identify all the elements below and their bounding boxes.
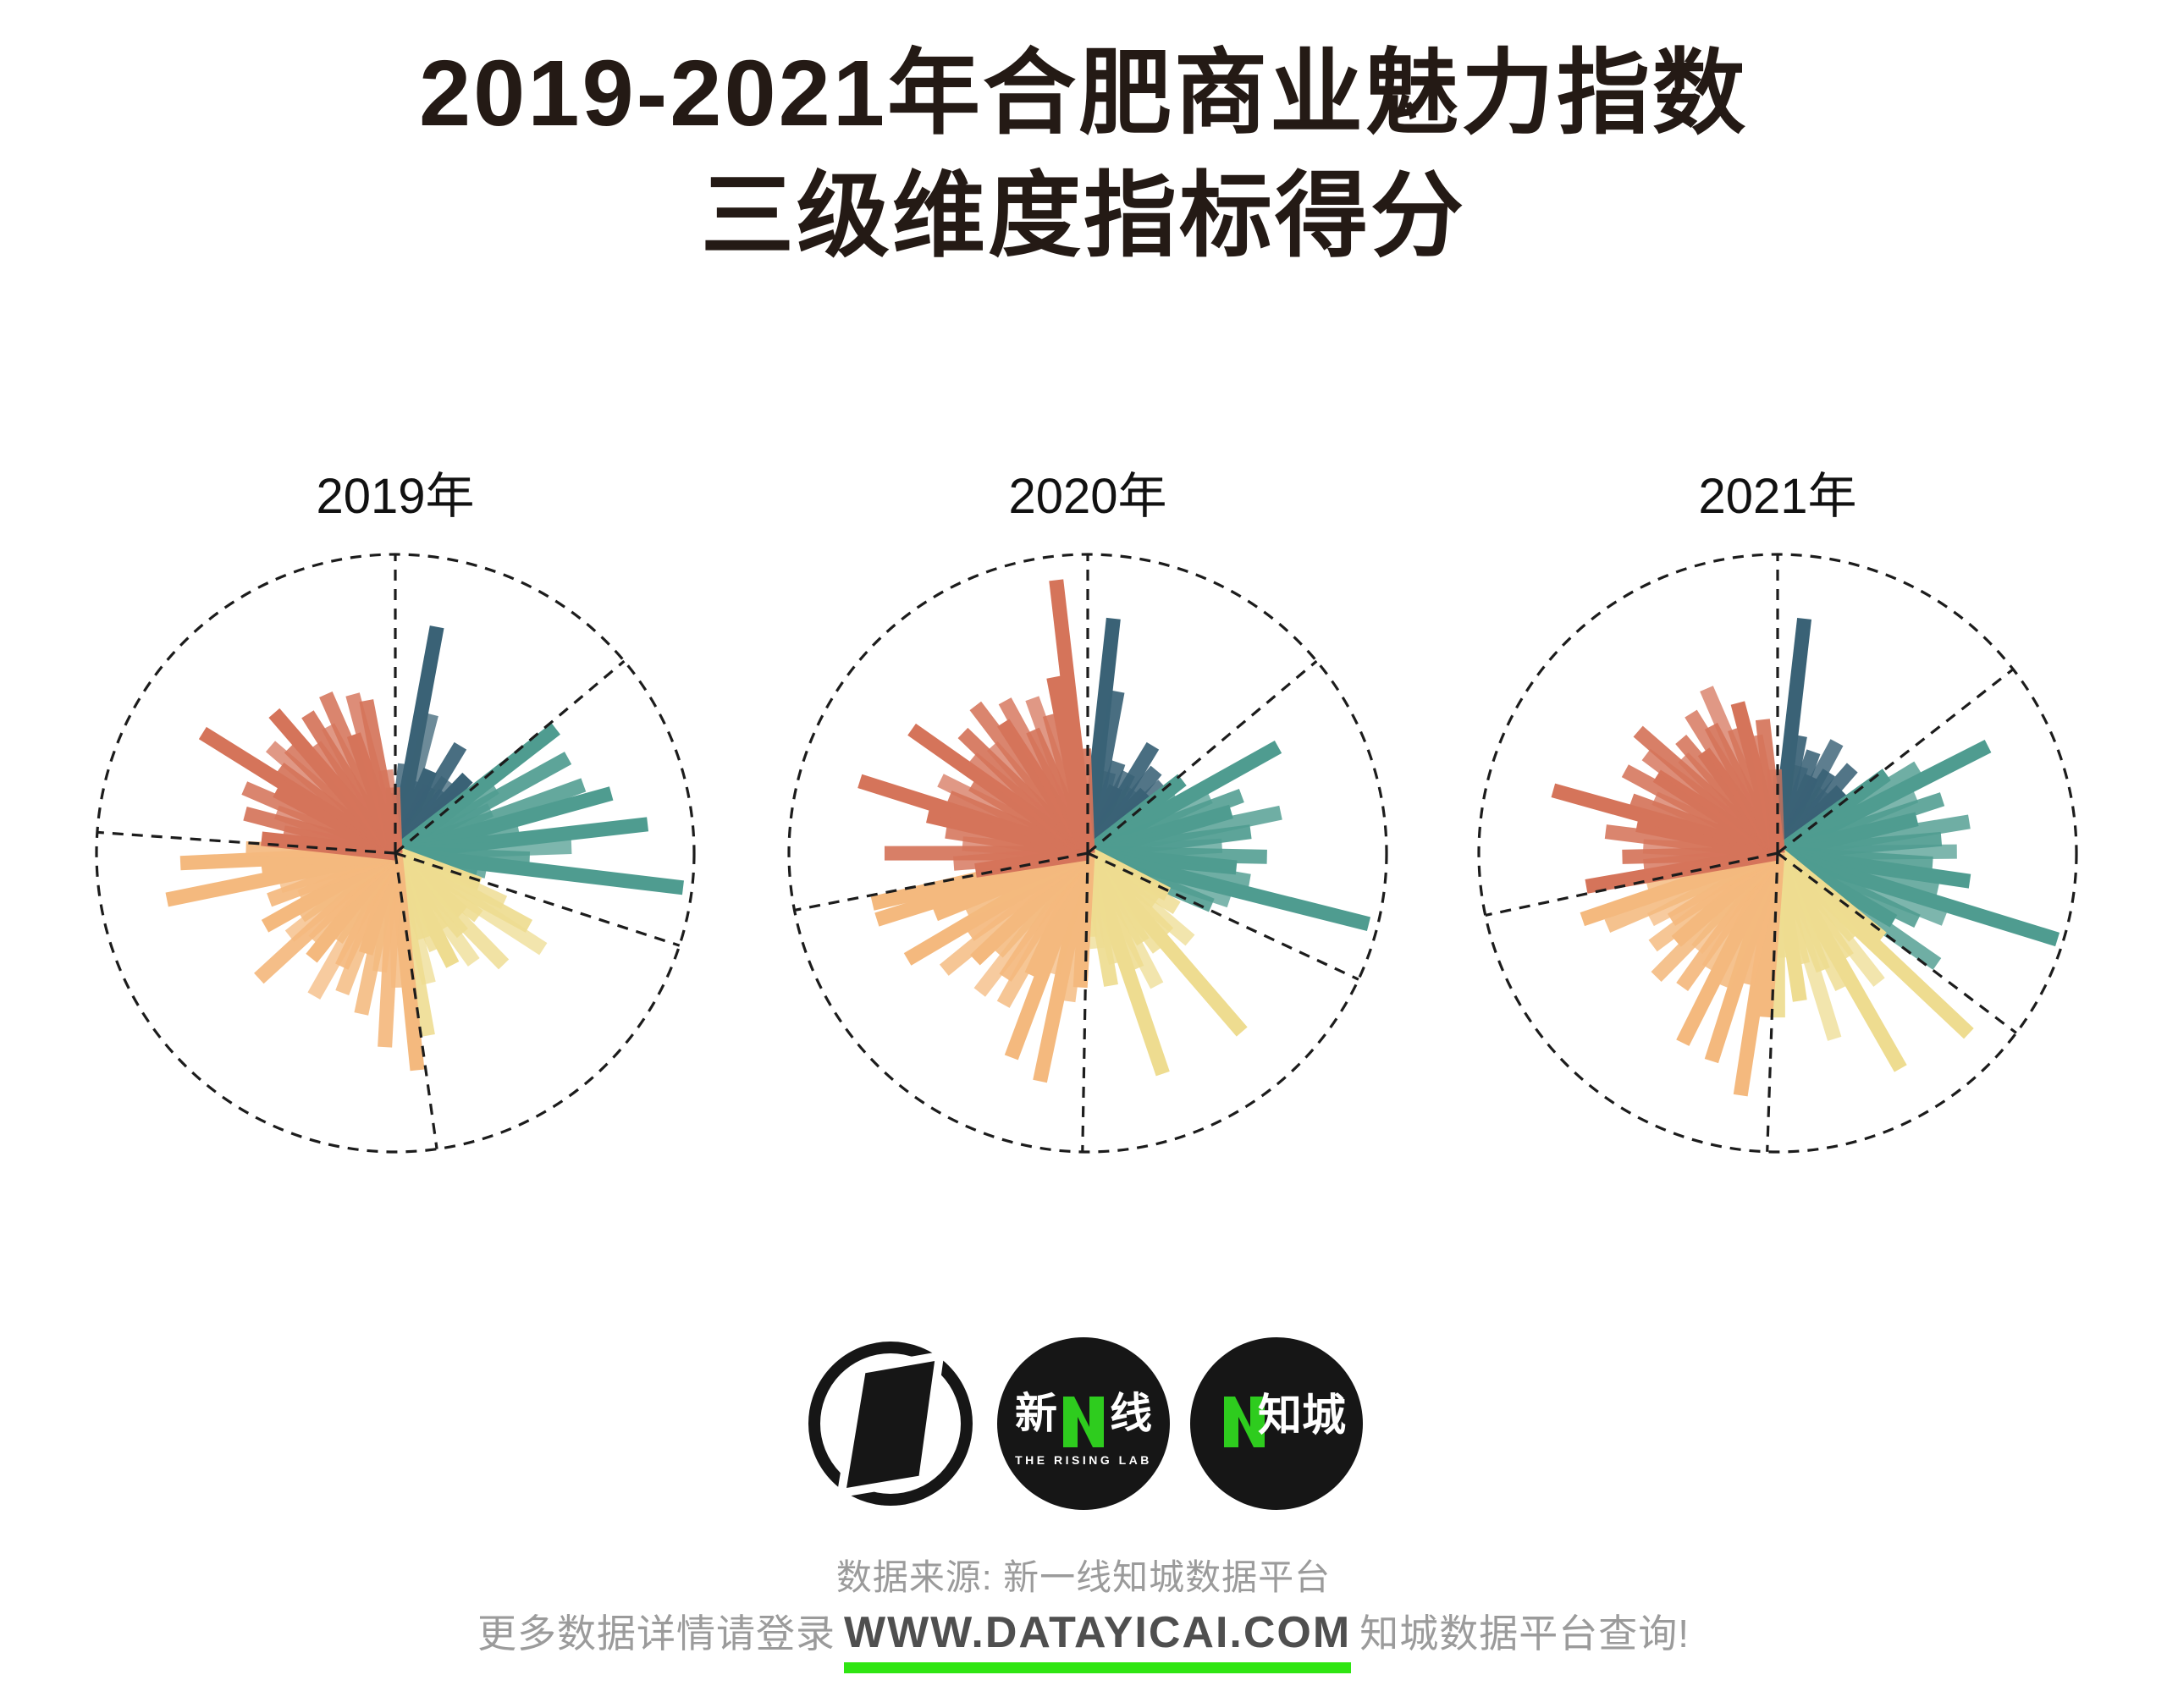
more-info-line: 更多数据详情请登录 WWW.DATAYICAI.COM 知城数据平台查询! [0, 1603, 2167, 1673]
rose-chart-2021 [1477, 553, 2078, 1154]
sector-boundary-line [794, 851, 1089, 912]
rose-bar-dimension-5-red [857, 774, 1090, 861]
rose-bar-dimension-5-red [1076, 748, 1095, 854]
rising-lab-n-icon [1063, 1397, 1104, 1447]
outer-dashed-circle [787, 553, 1388, 1154]
rising-lab-char-right: 线 [1110, 1390, 1152, 1437]
rising-lab-logo-icon: 新 线 THE RISING LAB [997, 1337, 1170, 1510]
sector-boundary-line [1485, 851, 1778, 917]
chart-block-2019: 2019年 [74, 467, 717, 1175]
rose-bar-dimension-2-teal [394, 846, 684, 895]
more-info-prefix: 更多数据详情请登录 [477, 1612, 835, 1656]
rose-bar-dimension-2-teal [1085, 846, 1371, 932]
sector-boundary-line [1086, 659, 1318, 855]
title-line-1: 2019-2021年合肥商业魅力指数 [418, 41, 1749, 146]
sector-boundary-line [96, 830, 396, 855]
rose-bar-dimension-5-red [1551, 783, 1780, 861]
rose-chart-2020 [787, 553, 1388, 1154]
sector-boundary-line [1087, 851, 1359, 981]
rose-bar-dimension-4-orange [378, 852, 403, 1048]
chart-block-2020: 2020年 [766, 467, 1409, 1175]
sector-boundary-line [1766, 852, 1779, 1152]
zhicheng-text: 知城 [1258, 1391, 1346, 1441]
zhicheng-n-icon [1224, 1397, 1265, 1447]
outer-dashed-circle [1477, 553, 2078, 1154]
sector-boundary-line [1777, 668, 2015, 855]
chart-year-label-2021: 2021年 [1698, 469, 1857, 524]
page-title: 2019-2021年合肥商业魅力指数 三级维度指标得分 [0, 32, 2167, 278]
chart-year-label-2019: 2019年 [316, 469, 475, 524]
rose-bar-dimension-1-navy [388, 625, 444, 855]
rose-bar-dimension-5-red [1767, 769, 1785, 854]
rising-lab-char-left: 新 [1015, 1390, 1057, 1437]
outer-dashed-circle [95, 553, 696, 1154]
chart-year-label-2020: 2020年 [1008, 469, 1167, 524]
rose-bar-dimension-2-teal [1775, 846, 2060, 947]
zhicheng-logo-circle [1190, 1337, 1363, 1510]
logos-row: 新 线 THE RISING LAB 知城 [803, 1336, 1364, 1511]
rose-bar-dimension-4-orange [1033, 851, 1095, 1083]
datayicai-url-link[interactable]: WWW.DATAYICAI.COM [844, 1611, 1352, 1673]
chart-block-2021: 2021年 [1456, 467, 2099, 1175]
more-info-suffix: 知城数据平台查询! [1359, 1612, 1690, 1656]
sector-boundary-line [1777, 851, 2017, 1034]
yicai-logo-parallelogram [835, 1350, 945, 1499]
rose-chart-2019 [95, 553, 696, 1154]
sector-boundary-line [394, 852, 438, 1149]
rising-lab-subtitle: THE RISING LAB [1015, 1453, 1152, 1467]
yicai-logo-icon [808, 1342, 973, 1506]
rose-bar-dimension-4-orange [1733, 851, 1785, 1097]
sector-boundary-line [394, 659, 626, 855]
sector-boundary-line [1081, 852, 1089, 1152]
zhicheng-logo-icon: 知城 [1190, 1337, 1363, 1510]
title-line-2: 三级维度指标得分 [701, 164, 1466, 269]
sector-boundary-line [394, 851, 681, 947]
rose-bar-dimension-5-red [385, 787, 403, 854]
data-source-line: 数据来源: 新一线知城数据平台 [835, 1557, 1332, 1597]
